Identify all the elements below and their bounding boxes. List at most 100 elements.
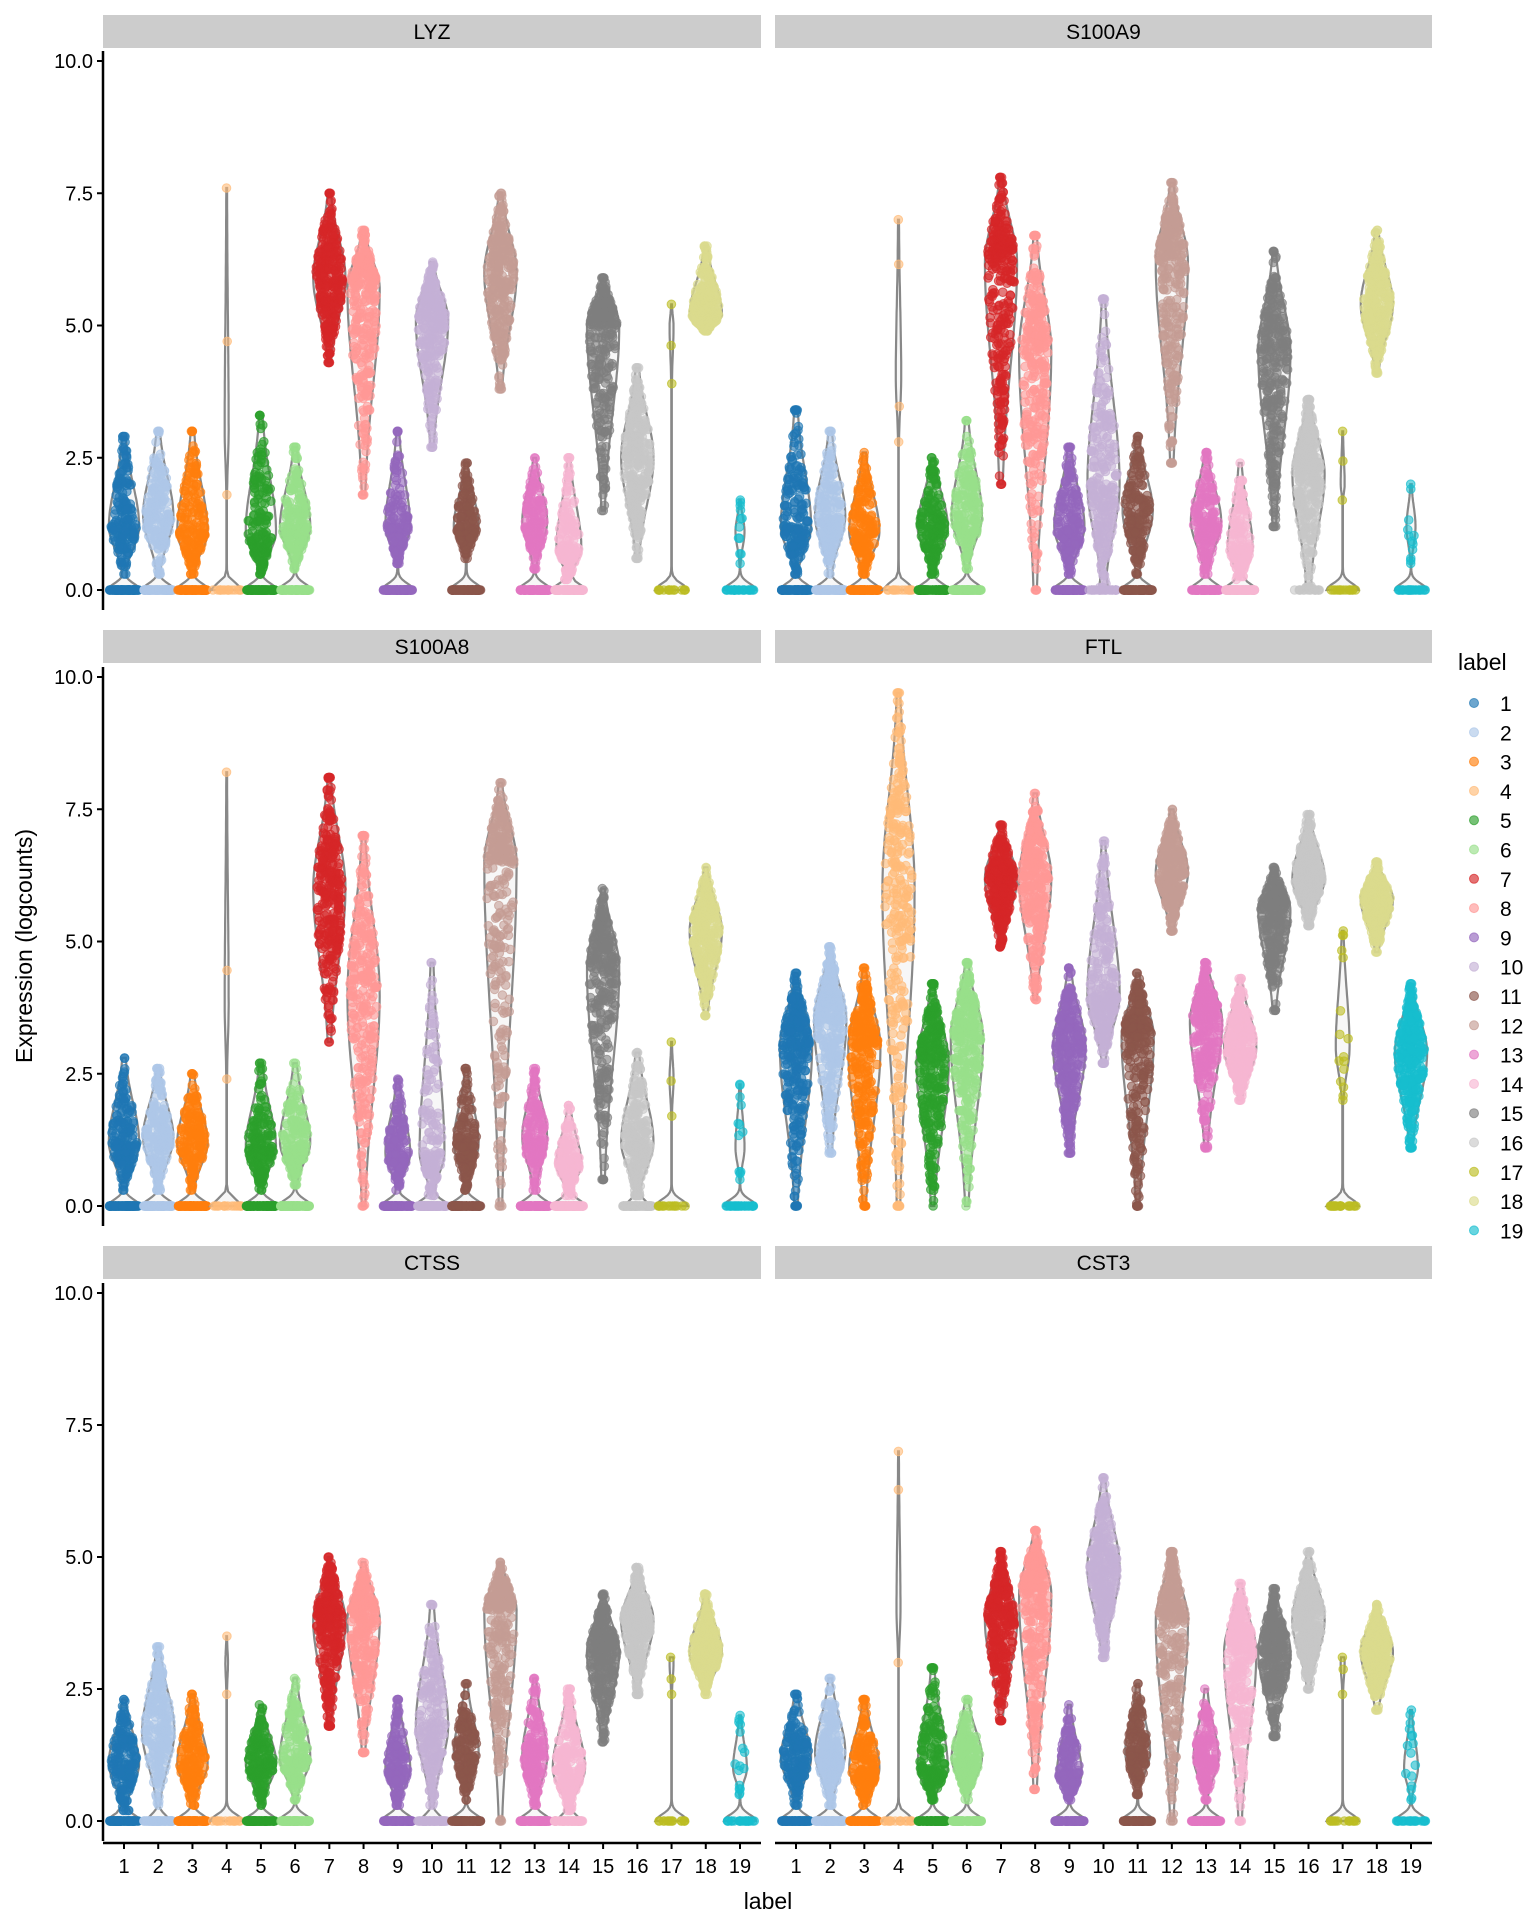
data-point — [338, 281, 347, 290]
y-tick-label: 5.0 — [65, 316, 93, 338]
data-point — [283, 522, 292, 531]
data-point — [393, 438, 402, 447]
data-point — [300, 510, 309, 519]
data-point — [162, 523, 171, 532]
data-point — [155, 504, 164, 513]
data-point — [463, 481, 472, 490]
data-point — [391, 481, 400, 490]
data-point — [433, 336, 442, 345]
data-point — [162, 483, 171, 492]
data-point — [441, 309, 450, 318]
data-point — [263, 466, 272, 475]
data-point — [362, 436, 371, 445]
data-point — [393, 451, 402, 460]
data-point — [495, 373, 504, 382]
data-point — [152, 560, 161, 569]
y-tick-label: 2.5 — [65, 448, 93, 470]
data-point — [416, 315, 425, 324]
y-tick-label: 10.0 — [54, 51, 93, 73]
data-point — [432, 301, 441, 310]
data-point — [360, 483, 369, 492]
data-point — [370, 296, 379, 305]
data-point — [357, 358, 366, 367]
data-point — [500, 323, 509, 332]
data-point — [504, 236, 513, 245]
data-point — [332, 317, 341, 326]
data-point — [287, 530, 296, 539]
data-point — [457, 512, 466, 521]
data-point — [336, 294, 345, 303]
data-point — [427, 416, 436, 425]
data-point — [181, 487, 190, 496]
data-point — [319, 227, 328, 236]
data-point — [164, 510, 173, 519]
data-point — [351, 329, 360, 338]
points-cluster-7 — [312, 189, 347, 367]
x-axis-title: label — [744, 1888, 793, 1914]
data-point — [390, 514, 399, 523]
data-point — [115, 586, 124, 595]
data-point — [223, 337, 232, 346]
points-cluster-12 — [483, 189, 518, 393]
data-point — [393, 427, 402, 436]
data-point — [188, 427, 197, 436]
data-point — [290, 565, 299, 574]
data-point — [130, 529, 139, 538]
data-point — [181, 530, 190, 539]
data-point — [370, 278, 379, 287]
points-cluster-6 — [277, 443, 314, 594]
data-point — [425, 335, 434, 344]
data-point — [262, 551, 271, 560]
y-tick-label: 0.0 — [65, 580, 93, 602]
data-point — [260, 437, 269, 446]
data-point — [160, 467, 169, 476]
data-point — [360, 247, 369, 256]
data-point — [456, 522, 465, 531]
data-point — [428, 259, 437, 268]
data-point — [459, 586, 468, 595]
data-point — [116, 469, 125, 478]
data-point — [408, 586, 417, 595]
data-point — [115, 485, 124, 494]
data-point — [391, 495, 400, 504]
data-point — [363, 424, 372, 433]
data-point — [461, 490, 470, 499]
data-point — [295, 552, 304, 561]
data-point — [391, 473, 400, 482]
data-point — [225, 586, 234, 595]
data-point — [290, 586, 299, 595]
data-point — [263, 542, 272, 551]
data-point — [494, 210, 503, 219]
data-point — [150, 456, 159, 465]
data-point — [301, 586, 310, 595]
data-point — [417, 351, 426, 360]
data-point — [371, 325, 380, 334]
data-point — [290, 443, 299, 452]
legend-title: label — [1458, 649, 1507, 675]
data-point — [303, 523, 312, 532]
data-point — [153, 586, 162, 595]
data-point — [256, 565, 265, 574]
data-point — [256, 518, 265, 527]
data-point — [127, 542, 136, 551]
data-point — [363, 257, 372, 266]
data-point — [190, 446, 199, 455]
data-point — [497, 279, 506, 288]
data-point — [440, 324, 449, 333]
data-point — [398, 514, 407, 523]
data-point — [251, 586, 260, 595]
data-point — [329, 255, 338, 264]
data-point — [424, 399, 433, 408]
data-point — [355, 373, 364, 382]
data-point — [359, 475, 368, 484]
data-point — [155, 429, 164, 438]
violin-cluster-4 — [211, 188, 243, 590]
data-point — [349, 351, 358, 360]
data-point — [184, 520, 193, 529]
data-point — [358, 340, 367, 349]
data-point — [431, 379, 440, 388]
data-point — [462, 502, 471, 511]
data-point — [222, 184, 231, 193]
data-point — [223, 491, 232, 500]
data-point — [350, 272, 359, 281]
